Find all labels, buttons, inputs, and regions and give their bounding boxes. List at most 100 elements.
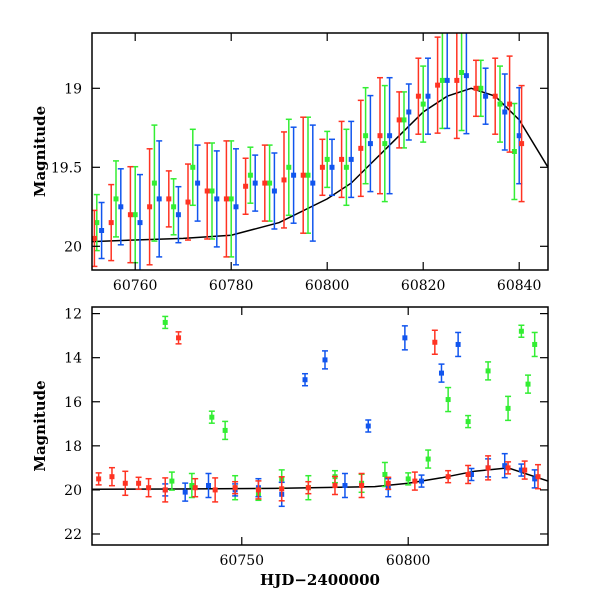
data-point [286,164,292,170]
data-point [162,319,168,325]
data-point [222,427,228,433]
data-point [171,204,177,210]
data-point [465,419,471,425]
data-point [255,487,261,493]
x-tick-label: 60800 [305,278,350,294]
plot-area [92,33,548,270]
bottom-panel: 60750 60800 12 14 16 18 20 22 Magnitude HJD−24000… [31,306,549,589]
data-point [532,341,538,347]
data-point [401,117,407,123]
data-point [113,196,119,202]
data-point [94,220,100,226]
data-point [243,183,249,189]
data-point [205,483,211,488]
data-point [96,476,102,482]
plot-frame [91,306,549,546]
data-point [465,471,471,477]
x-axis-title: HJD−2400000 [260,571,380,589]
data-point [385,480,391,486]
data-point [166,196,172,202]
y-tick-label: 22 [64,527,82,543]
data-point [511,149,517,154]
data-point [136,480,142,486]
series-2 [95,329,542,503]
data-point [156,196,162,202]
data-point [209,188,215,194]
data-point [147,204,153,210]
data-point [271,188,277,194]
data-point [402,335,408,341]
data-point [281,177,287,183]
data-point [382,471,388,477]
data-point [291,172,297,178]
data-point [324,156,330,162]
data-point [367,141,373,147]
data-point [387,133,393,139]
data-point [146,485,152,491]
data-point [419,478,425,484]
data-point [348,156,354,162]
data-point [518,328,524,334]
data-point [151,180,157,186]
data-point [444,77,450,83]
data-point [233,204,239,210]
data-point [365,423,371,429]
data-point [339,156,345,162]
data-point [212,487,218,493]
data-point [468,471,474,477]
data-point [92,235,97,241]
y-axis-title: Magnitude [31,380,49,471]
data-point [485,368,491,374]
data-point [455,341,461,347]
data-point [214,196,220,202]
data-point [310,180,316,186]
data-point [342,483,348,488]
data-point [412,478,418,484]
data-point [302,377,308,383]
data-point [519,141,525,147]
data-point [122,480,128,486]
data-point [505,405,511,411]
y-tick-label: 20 [64,483,82,499]
data-point [459,70,465,75]
data-point [454,77,460,83]
data-point [109,474,115,480]
data-point [473,85,479,91]
data-point [137,220,143,226]
data-point [507,101,513,107]
y-tick-label: 19.5 [51,160,82,176]
data-point [439,77,445,83]
data-point [343,164,349,170]
model-curve [92,87,548,243]
data-point [192,485,198,491]
data-point [359,483,365,488]
y-axis-title: Magnitude [31,106,49,197]
data-point [204,188,210,194]
data-point [463,73,469,79]
y-tick-label: 12 [64,307,82,323]
series-1 [162,325,538,508]
data-point [162,487,168,493]
x-tick-label: 60750 [220,553,265,569]
data-point [502,109,508,115]
data-point [247,172,253,178]
data-point [502,463,508,469]
x-tick-label: 60840 [497,278,542,294]
x-tick-label: 60780 [209,278,254,294]
data-point [305,172,311,178]
data-point [127,212,133,218]
data-point [108,220,114,226]
data-point [396,117,402,123]
series-2 [92,33,525,268]
data-point [505,465,511,471]
data-point [432,339,438,345]
data-point [118,204,124,210]
data-point [497,101,503,107]
data-point [420,101,426,107]
data-point [532,476,538,482]
data-point [232,485,238,491]
data-point [492,93,498,99]
x-tick-label: 60800 [386,553,431,569]
data-point [415,93,421,99]
data-point [522,467,528,473]
